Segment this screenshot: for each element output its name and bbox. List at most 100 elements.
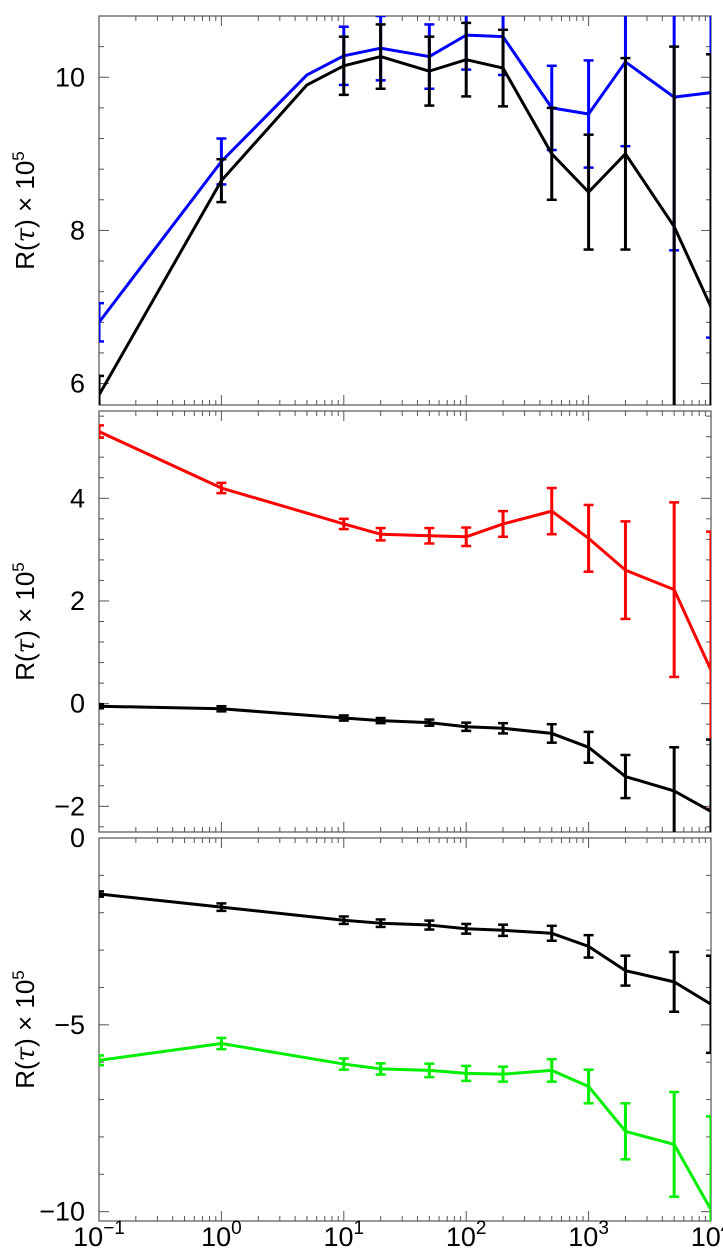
error-bar [338, 714, 349, 722]
error-bar [498, 721, 509, 735]
y-tick-label: 10 [55, 62, 85, 92]
error-bar [620, 753, 631, 800]
error-bar [669, 1090, 680, 1198]
error-bar [498, 509, 509, 539]
error-bar [338, 1057, 349, 1071]
y-ticks [99, 837, 711, 1213]
error-bar [99, 424, 104, 439]
x-tick-label: 102 [446, 1218, 487, 1251]
error-bar [669, 45, 680, 405]
error-bar [338, 517, 349, 531]
error-bar [461, 526, 472, 548]
panel-3: −10 −5 0 R(τ) × 105 10−1 100 101 102 103 104 [9, 823, 723, 1251]
y-tick-label: −10 [39, 1197, 85, 1227]
series-line [99, 704, 711, 813]
error-bar [669, 950, 680, 1013]
error-bar [99, 890, 104, 898]
error-bar [216, 157, 227, 204]
error-bar [424, 35, 435, 107]
error-bar [99, 374, 104, 405]
error-bar [706, 1115, 711, 1221]
error-bar [461, 922, 472, 935]
error-bar [216, 1036, 227, 1051]
plot-area [99, 890, 711, 1221]
series-2 [99, 1036, 711, 1221]
y-tick-label: 0 [70, 823, 85, 853]
error-bar [461, 21, 472, 98]
x-ticks [98, 411, 712, 832]
series-line [99, 1042, 711, 1211]
y-tick-label: 8 [70, 215, 85, 245]
series-1 [99, 424, 711, 811]
error-bar [216, 704, 227, 713]
y-ticks [99, 15, 711, 385]
series-1 [99, 890, 711, 1055]
x-ticks [98, 838, 712, 1221]
plot-frame [98, 837, 712, 1222]
x-tick-label: 104 [691, 1218, 723, 1251]
error-bar [461, 1064, 472, 1083]
plot-area [99, 16, 711, 405]
error-bar [498, 1065, 509, 1083]
y-ticks [99, 415, 711, 828]
error-bar [706, 738, 711, 832]
series-line [99, 33, 711, 324]
error-bar [338, 915, 349, 926]
error-bar [498, 28, 509, 108]
x-tick-label: 100 [201, 1218, 242, 1251]
error-bar [620, 954, 631, 987]
error-bar [583, 1068, 594, 1105]
panel-2: −2 0 2 4 R(τ) × 105 [9, 410, 712, 833]
x-tick-labels: 10−1 100 101 102 103 104 [73, 1218, 723, 1251]
plot-area [99, 424, 711, 832]
series-2 [99, 702, 711, 832]
plot-frame [98, 15, 712, 406]
y-axis-title: R(τ) × 105 [9, 970, 41, 1089]
series-line [99, 430, 711, 671]
error-bar [99, 702, 104, 710]
error-bar [424, 919, 435, 931]
error-bar [546, 1057, 557, 1083]
x-tick-label: 101 [323, 1218, 364, 1251]
error-bar [583, 503, 594, 573]
error-bar [620, 520, 631, 621]
error-bar [546, 486, 557, 536]
error-bar [583, 133, 594, 251]
series-1 [99, 16, 711, 343]
error-bar [706, 16, 711, 339]
error-bar [620, 1102, 631, 1161]
error-bar [546, 924, 557, 943]
error-bar [424, 1062, 435, 1079]
error-bar [375, 918, 386, 929]
error-bar [706, 53, 711, 405]
error-bar [498, 923, 509, 938]
series-line [99, 892, 711, 1006]
y-axis-title: R(τ) × 105 [9, 562, 41, 681]
error-bar [583, 730, 594, 764]
y-tick-label: −5 [54, 1010, 85, 1040]
error-bar [706, 954, 711, 1055]
series-2 [99, 21, 711, 405]
series-line [99, 55, 711, 396]
error-bar [669, 746, 680, 832]
error-bar [424, 718, 435, 727]
y-tick-label: 4 [70, 483, 85, 513]
error-bar [375, 526, 386, 542]
error-bar [620, 56, 631, 251]
y-tick-label: −2 [54, 791, 85, 821]
error-bar [216, 481, 227, 495]
panel-1: 6 8 10 R(τ) × 105 [9, 15, 712, 406]
error-bar [216, 902, 227, 913]
y-tick-label: 6 [70, 369, 85, 399]
x-ticks [98, 16, 712, 405]
x-tick-label: 103 [568, 1218, 609, 1251]
error-bar [375, 1062, 386, 1076]
error-bar [99, 301, 104, 343]
y-tick-label: 2 [70, 586, 85, 616]
x-tick-label: 10−1 [73, 1218, 125, 1251]
error-bar [424, 526, 435, 545]
error-bar [99, 1054, 104, 1067]
error-bar [461, 721, 472, 733]
error-bar [375, 23, 386, 90]
